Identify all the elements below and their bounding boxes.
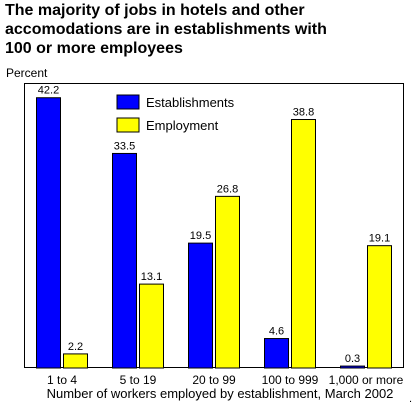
legend-label: Employment [146, 118, 219, 133]
data-label: 2.2 [68, 341, 83, 353]
data-label: 4.6 [269, 326, 284, 338]
x-tick-label: 1 to 4 [47, 373, 77, 387]
bar-employment-0 [63, 353, 88, 369]
data-label: 0.3 [345, 353, 360, 365]
chart-title-line-1: The majority of jobs in hotels and other [5, 2, 305, 19]
data-label: 19.5 [190, 230, 211, 242]
bar-establishments-2 [188, 242, 213, 369]
x-tick-label: 5 to 19 [120, 373, 157, 387]
x-tick-label: 20 to 99 [192, 373, 236, 387]
footer-mark: . [408, 393, 412, 405]
bar-establishments-4 [340, 365, 365, 369]
bar-establishments-3 [264, 338, 289, 369]
x-axis-label: Number of workers employed by establishm… [47, 386, 394, 401]
legend-label: Establishments [146, 95, 235, 110]
bar-establishments-0 [36, 97, 61, 369]
data-label: 13.1 [141, 271, 162, 283]
x-tick-label: 100 to 999 [262, 373, 319, 387]
data-label: 42.2 [38, 85, 59, 97]
x-tick-label: 1,000 or more [329, 373, 404, 387]
bar-employment-4 [367, 245, 392, 369]
bar-establishments-1 [112, 152, 137, 369]
bar-employment-1 [139, 283, 164, 369]
legend-swatch-employment [116, 117, 140, 133]
chart-title-line-2: accomodations are in establishments with [5, 21, 327, 38]
data-label: 33.5 [114, 140, 135, 152]
data-label: 19.1 [369, 233, 390, 245]
data-label: 38.8 [293, 107, 314, 119]
legend-swatch-establishments [116, 94, 140, 110]
bar-employment-3 [291, 119, 316, 369]
chart-title-line-3: 100 or more employees [5, 40, 183, 57]
data-label: 26.8 [217, 183, 238, 195]
y-axis-label: Percent [6, 66, 48, 80]
chart-title: The majority of jobs in hotels and other… [5, 1, 405, 58]
bar-employment-2 [215, 195, 240, 369]
plot-frame [24, 83, 404, 368]
